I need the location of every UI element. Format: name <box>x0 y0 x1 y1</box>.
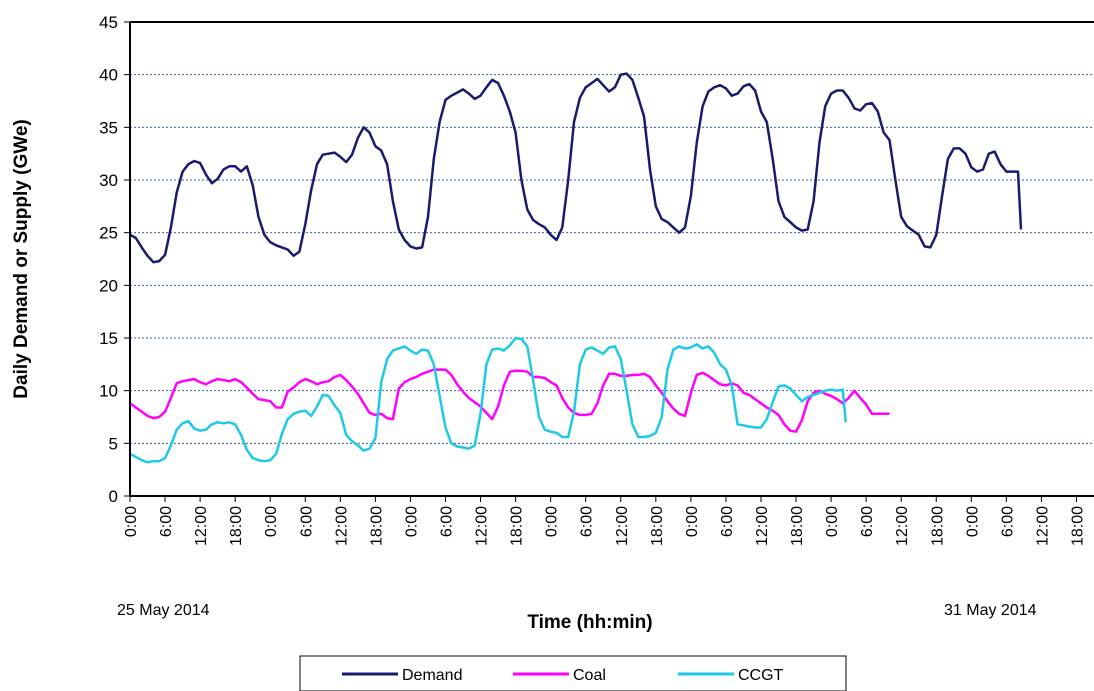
x-tick-label: 18:00 <box>1069 506 1086 546</box>
legend-ccgt-label: CCGT <box>738 667 784 684</box>
x-tick-label: 18:00 <box>789 506 806 546</box>
x-tick-label: 6:00 <box>999 506 1016 537</box>
legend-demand-label: Demand <box>402 667 462 684</box>
x-tick-label: 0:00 <box>263 506 280 537</box>
x-tick-label: 6:00 <box>298 506 315 537</box>
date-start-label: 25 May 2014 <box>117 602 210 619</box>
y-tick-label: 5 <box>109 434 118 453</box>
x-tick-label: 18:00 <box>509 506 526 546</box>
series-lines <box>129 72 1023 464</box>
x-tick-label: 18:00 <box>228 506 245 546</box>
y-tick-label: 20 <box>99 276 118 295</box>
x-tick-label: 6:00 <box>438 506 455 537</box>
series-line-coal <box>129 368 890 433</box>
x-tick-label: 0:00 <box>123 506 140 537</box>
x-tick-label: 12:00 <box>1034 506 1051 546</box>
y-axis-title: Daily Demand or Supply (GWe) <box>11 119 32 398</box>
x-tick-label: 0:00 <box>684 506 701 537</box>
x-tick-label: 6:00 <box>579 506 596 537</box>
series-line-demand <box>129 72 1023 264</box>
x-tick-label: 6:00 <box>859 506 876 537</box>
x-tick-label: 6:00 <box>158 506 175 537</box>
x-tick-label: 12:00 <box>474 506 491 546</box>
x-tick-label: 18:00 <box>649 506 666 546</box>
legend-coal-label: Coal <box>573 667 606 684</box>
y-axis-ticks: 0 5 10 15 20 25 30 35 40 45 <box>99 13 130 506</box>
x-tick-label: 0:00 <box>964 506 981 537</box>
x-tick-label: 0:00 <box>824 506 841 537</box>
x-tick-label: 0:00 <box>544 506 561 537</box>
y-tick-label: 40 <box>99 66 118 85</box>
x-tick-label: 12:00 <box>193 506 210 546</box>
y-tick-label: 10 <box>99 382 118 401</box>
y-tick-label: 25 <box>99 224 118 243</box>
x-tick-label: 18:00 <box>929 506 946 546</box>
x-tick-label: 12:00 <box>614 506 631 546</box>
y-tick-label: 35 <box>99 118 118 137</box>
x-tick-label: 12:00 <box>754 506 771 546</box>
legend: Demand Coal CCGT <box>299 655 847 691</box>
y-tick-label: 0 <box>109 487 118 506</box>
x-tick-label: 6:00 <box>719 506 736 537</box>
y-tick-label: 30 <box>99 171 118 190</box>
y-tick-label: 15 <box>99 329 118 348</box>
date-end-label: 31 May 2014 <box>944 602 1037 619</box>
x-axis-title: Time (hh:min) <box>527 612 652 633</box>
x-tick-label: 18:00 <box>368 506 385 546</box>
x-tick-label: 0:00 <box>403 506 420 537</box>
y-tick-label: 45 <box>99 13 118 32</box>
series-line-ccgt <box>129 336 847 464</box>
gridlines <box>130 74 1094 444</box>
x-axis-ticks: 0:00 6:00 12:00 18:00 0:00 6:00 12:00 18:00 0:00… <box>123 496 1086 546</box>
x-tick-label: 12:00 <box>894 506 911 546</box>
x-tick-label: 12:00 <box>333 506 350 546</box>
